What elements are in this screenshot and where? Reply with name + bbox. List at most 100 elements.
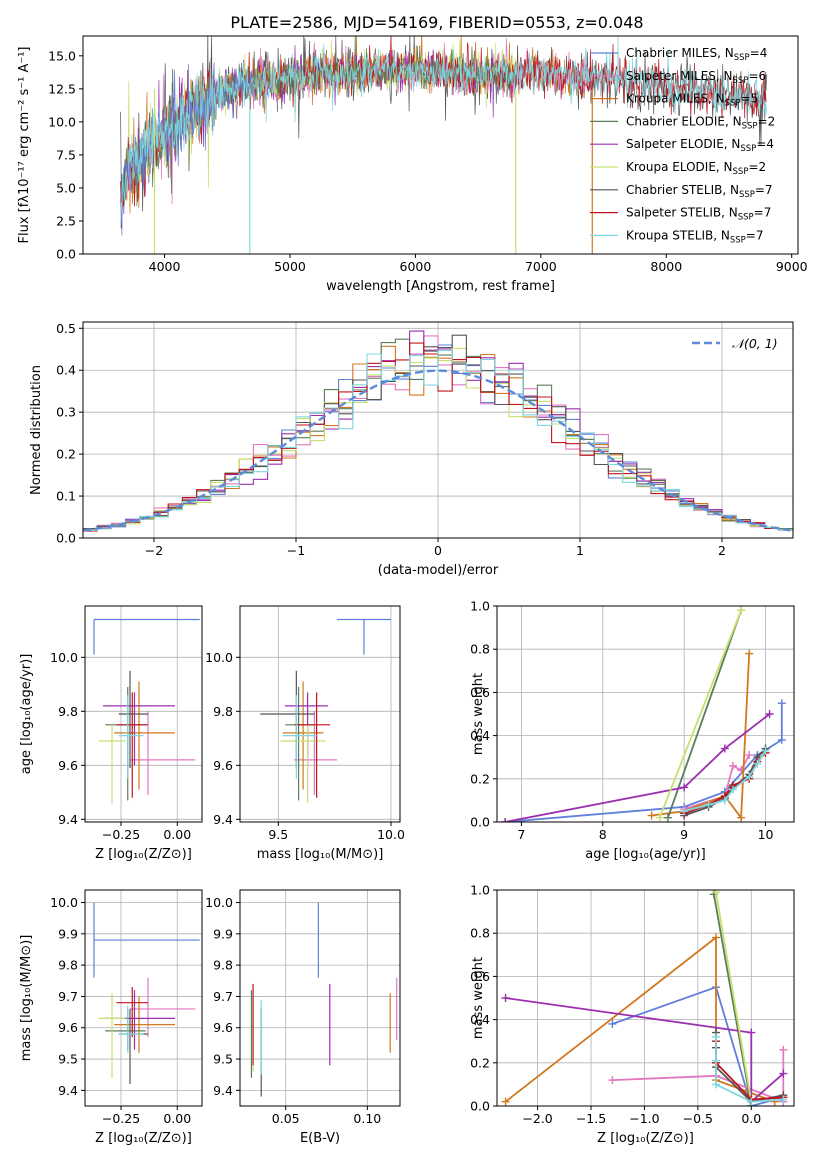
y-axis-label: mass weight <box>471 957 486 1039</box>
x-tick-label: −2 <box>145 543 163 558</box>
y-tick-label: 1.0 <box>470 883 490 898</box>
panel-age-vs-z: −0.25 0.00 9.4 9.6 9.8 10.0 Z [log₁₀(Z/Z⊙)] age… <box>19 605 203 862</box>
legend-label: Chabrier ELODIE, NSSP=2 <box>626 114 775 131</box>
weight-marker <box>747 1028 756 1037</box>
legend-subscript: SSP <box>740 144 756 154</box>
panel-mass-vs-z: −0.25 0.00 9.4 9.5 9.6 9.7 9.8 9.9 10.0 Z [log₁₀(… <box>19 889 203 1146</box>
x-axis-label: age [log₁₀(age/yr)] <box>585 847 706 862</box>
y-tick-label: 2.5 <box>56 213 76 228</box>
weight-marker <box>712 1080 721 1089</box>
weight-marker <box>501 1097 510 1106</box>
y-tick-label: 5.0 <box>56 180 76 195</box>
weight-marker <box>770 1097 779 1106</box>
y-tick-label: 0.8 <box>470 642 490 657</box>
x-tick-label: 5000 <box>274 259 306 274</box>
residual-histogram-kroupa-stelib <box>83 350 793 532</box>
weight-marker <box>745 751 754 760</box>
y-tick-label: 1.0 <box>470 599 490 614</box>
y-axis-label: mass [log₁₀(M/M⊙)] <box>19 935 34 1062</box>
y-axis-label: mass weight <box>471 673 486 755</box>
x-axis-label: Z [log₁₀(Z/Z⊙)] <box>597 1131 694 1146</box>
legend-subscript: SSP <box>733 167 749 177</box>
y-tick-label: 9.6 <box>213 758 233 773</box>
legend-label: 𝒩(0, 1) <box>732 336 778 351</box>
weight-line-kroupa-miles <box>504 935 776 1103</box>
y-axis-label: Normed distribution <box>29 365 44 495</box>
panel-residuals: −2 −1 0 1 2 0.0 0.1 0.2 0.3 0.4 0.5 (data-model)/er… <box>29 321 794 578</box>
x-tick-label: 7000 <box>525 259 557 274</box>
y-tick-label: 9.7 <box>58 989 78 1004</box>
y-axis-label: Flux [fλ10⁻¹⁷ erg cm⁻² s⁻¹ A⁻¹] <box>17 47 32 244</box>
figure-title: PLATE=2586, MJD=54169, FIBERID=0553, z=0… <box>230 13 643 32</box>
axes: −0.25 0.00 9.4 9.6 9.8 10.0 Z [log₁₀(Z/Z⊙)] age… <box>19 605 203 862</box>
x-tick-label: 1 <box>576 543 584 558</box>
y-tick-label: 9.9 <box>58 926 78 941</box>
weight-marker <box>712 1032 721 1041</box>
x-tick-label: 2 <box>718 543 726 558</box>
axes: −2.0 −1.5 −1.0 −0.5 0.0 0.0 0.2 0.4 0.6 0.8 1.0 Z [… <box>470 883 795 1146</box>
x-tick-label: 0.00 <box>163 1111 191 1126</box>
weight-marker <box>728 761 737 770</box>
y-tick-label: 9.6 <box>58 758 78 773</box>
x-tick-label: 0 <box>434 543 442 558</box>
plot-area <box>93 902 200 1085</box>
legend-suffix: =7 <box>746 228 764 242</box>
weight-marker <box>655 813 664 822</box>
weight-marker <box>712 1056 721 1065</box>
y-tick-label: 0.5 <box>56 321 76 336</box>
axes: 0.05 0.10 9.4 9.5 9.6 9.7 9.8 9.9 10.0 E(B-V) <box>205 889 401 1146</box>
legend-suffix: =4 <box>750 46 768 60</box>
y-tick-label: 9.4 <box>58 1083 78 1098</box>
weight-line-chabrier-miles <box>612 986 784 1106</box>
weight-marker <box>501 818 510 822</box>
axes-frame <box>82 35 799 255</box>
y-tick-label: 0.8 <box>470 926 490 941</box>
weight-marker <box>501 994 510 1002</box>
weight-marker <box>647 811 656 820</box>
x-tick-label: 10 <box>758 827 774 842</box>
axes-frame <box>496 889 795 1107</box>
x-tick-label: 9.5 <box>268 827 288 842</box>
weight-marker <box>779 1095 788 1104</box>
y-tick-label: 0.4 <box>470 728 490 743</box>
weight-line-kroupa-elodie <box>715 892 753 1102</box>
weight-line-salpeter-elodie <box>505 997 784 1104</box>
y-tick-label: 0.4 <box>470 1012 490 1027</box>
weight-marker <box>753 759 762 768</box>
weight-marker <box>712 933 721 942</box>
y-tick-label: 0.4 <box>56 363 76 378</box>
legend-subscript: SSP <box>738 213 754 223</box>
legend-label: Kroupa ELODIE, NSSP=2 <box>626 160 766 177</box>
weight-line-chabrier-elodie <box>713 894 753 1106</box>
x-tick-label: 4000 <box>149 259 181 274</box>
weight-marker <box>765 710 774 718</box>
weight-marker <box>747 1097 756 1106</box>
y-tick-label: 0.0 <box>56 531 76 546</box>
axes: 4000 5000 6000 7000 8000 9000 0.0 2.5 5.0 7.5 10.0… <box>17 35 808 294</box>
y-tick-label: 10.0 <box>50 650 78 665</box>
plot-area <box>93 618 200 804</box>
y-tick-label: 9.6 <box>58 1020 78 1035</box>
axes-frame <box>239 605 401 823</box>
grid <box>497 605 794 823</box>
x-axis-label: wavelength [Angstrom, rest frame] <box>326 279 555 294</box>
panel-spectrum: 4000 5000 6000 7000 8000 9000 0.0 2.5 5.0 7.5 10.0… <box>17 35 808 294</box>
weight-line-chabrier-miles <box>505 703 783 822</box>
axes-frame <box>84 605 203 823</box>
x-tick-label: −0.25 <box>102 827 140 842</box>
y-tick-label: 0.6 <box>470 969 490 984</box>
legend-subscript: SSP <box>734 53 750 63</box>
y-tick-label: 9.5 <box>213 1052 233 1067</box>
y-tick-label: 9.8 <box>58 958 78 973</box>
plot-area <box>250 902 398 1097</box>
axes-frame <box>84 889 203 1107</box>
legend-subscript: SSP <box>742 121 758 131</box>
x-tick-label: 10.0 <box>377 827 405 842</box>
weight-marker <box>704 800 713 809</box>
x-tick-label: 0.0 <box>741 1111 761 1126</box>
legend-suffix: =4 <box>756 137 774 151</box>
weight-marker <box>779 1069 788 1078</box>
legend-subscript: SSP <box>725 99 741 109</box>
axes-frame <box>496 605 795 823</box>
x-tick-label: −1 <box>287 543 305 558</box>
